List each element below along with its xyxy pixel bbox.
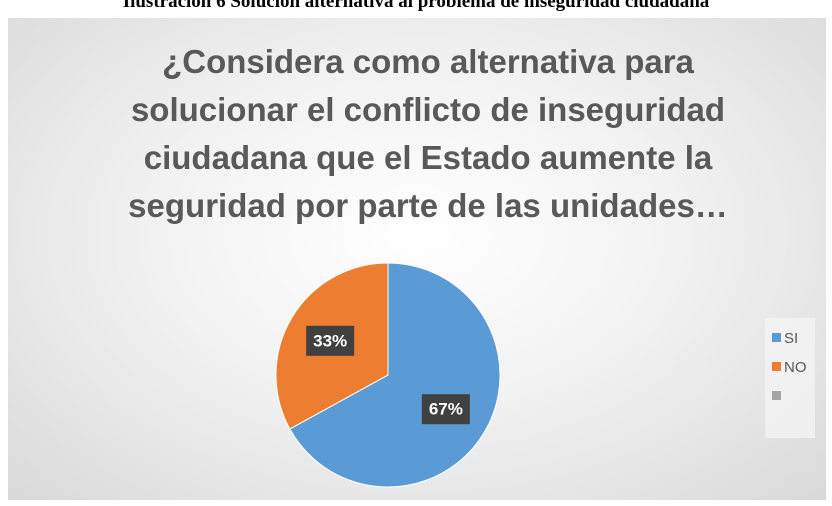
data-label-box xyxy=(306,325,355,356)
data-label-box xyxy=(421,394,470,425)
legend-swatch xyxy=(772,362,781,371)
chart: 67% 33% SI NO xyxy=(275,262,815,488)
caption: Ilustración 6 Solución alternativa al pr… xyxy=(122,0,710,12)
chart-panel: ¿Considera como alternativa para solucio… xyxy=(8,18,826,500)
legend-swatch xyxy=(772,391,781,400)
legend-label: NO xyxy=(784,359,807,376)
data-label: 33% xyxy=(313,331,347,350)
chart-title: ¿Considera como alternativa para solucio… xyxy=(128,43,728,224)
data-label: 67% xyxy=(429,400,463,419)
legend-swatch xyxy=(772,333,781,342)
pie-slice xyxy=(289,262,501,488)
legend-label: SI xyxy=(784,330,798,347)
